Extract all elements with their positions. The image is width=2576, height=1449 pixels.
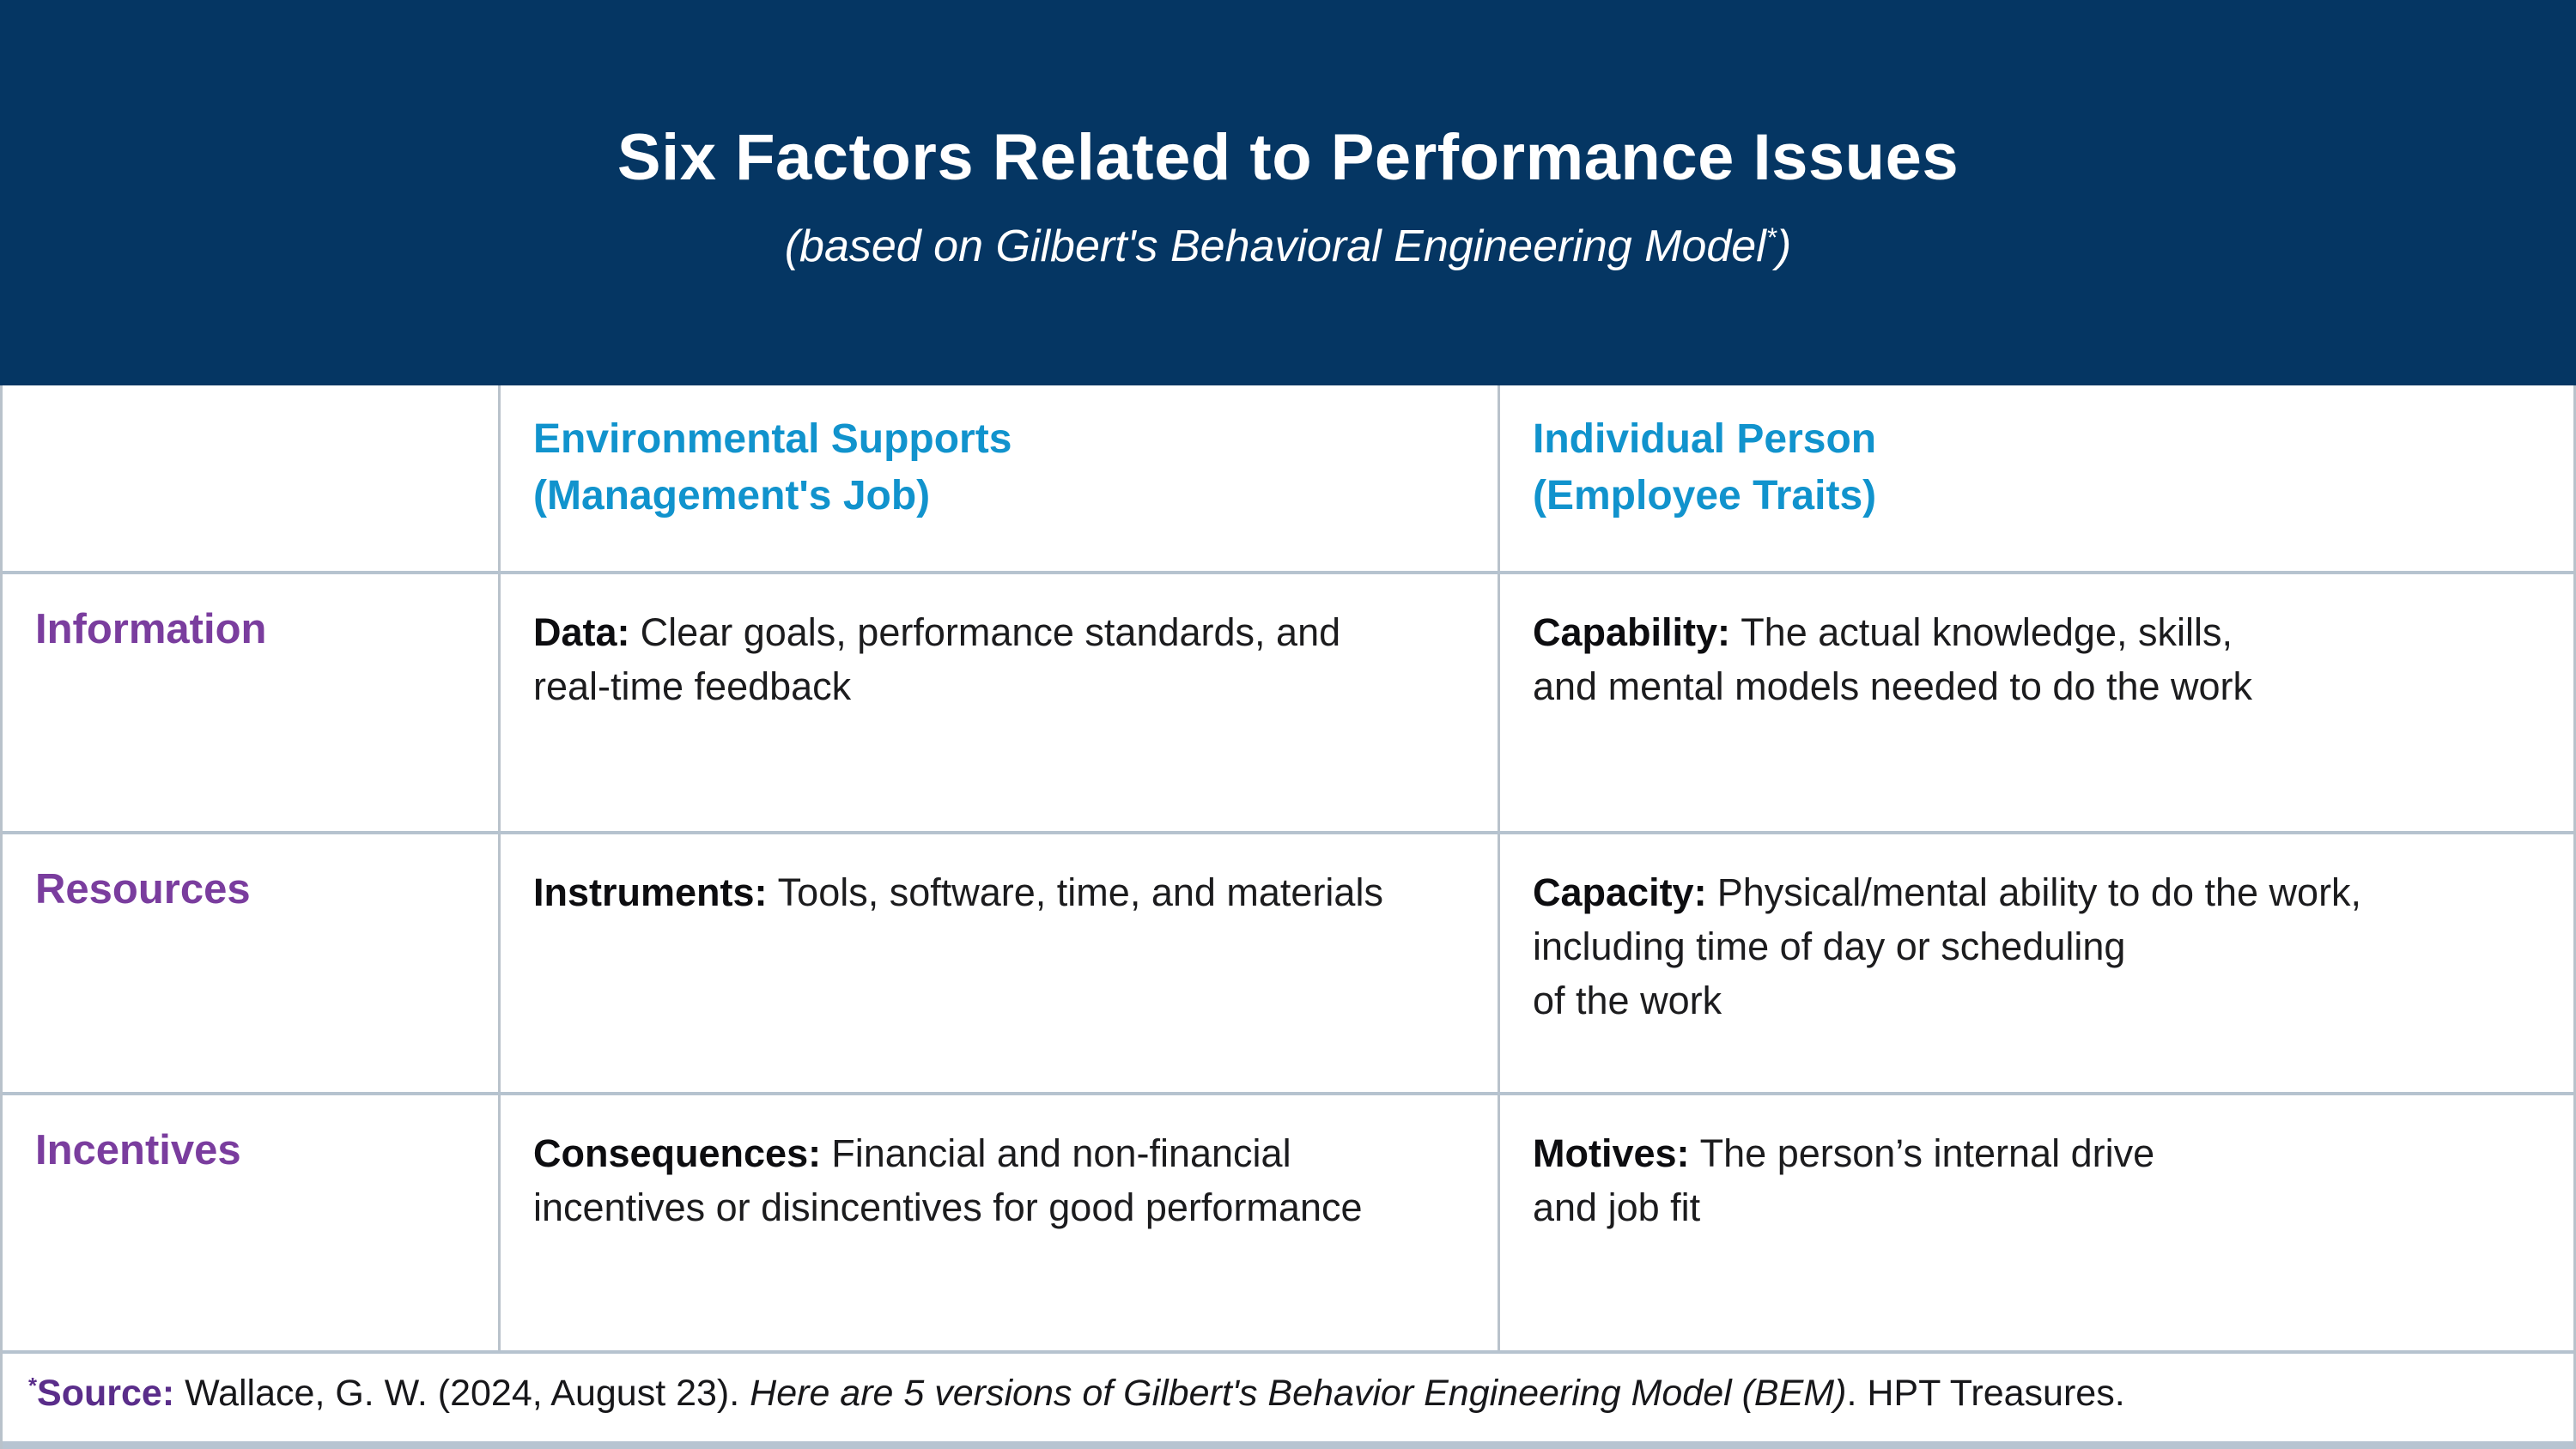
column-header-line: (Employee Traits) (1533, 473, 1877, 518)
table-row-information: Information Data: Clear goals, performanc… (3, 571, 2573, 831)
header-cell-individual-person: Individual Person (Employee Traits) (1500, 385, 2573, 571)
bottom-strip (3, 1441, 2573, 1449)
source-footnote: *Source: Wallace, G. W. (2024, August 23… (3, 1350, 2573, 1441)
column-header-line: Environmental Supports (533, 416, 1012, 462)
cell-desc: The actual knowledge, skills, (1741, 610, 2233, 654)
page-subtitle: (based on Gilbert's Behavioral Engineeri… (0, 221, 2576, 272)
title-banner: Six Factors Related to Performance Issue… (0, 0, 2576, 385)
cell-text-line: including time of day or scheduling (1533, 925, 2126, 968)
column-header-line: (Management's Job) (533, 473, 931, 518)
cell-term: Consequences: (533, 1131, 822, 1175)
cell-information-environmental: Data: Clear goals, performance standards,… (501, 574, 1500, 831)
cell-text-line: real-time feedback (533, 664, 852, 708)
table-row-resources: Resources Instruments: Tools, software, t… (3, 831, 2573, 1092)
cell-text-line: Consequences: Financial and non-financial (533, 1126, 1463, 1180)
row-label: Incentives (35, 1127, 241, 1173)
citation-tail: . HPT Treasures. (1846, 1373, 2125, 1414)
subtitle-text: (based on Gilbert's Behavioral Engineeri… (784, 221, 1766, 271)
cell-text-line: incentives or disincentives for good per… (533, 1185, 1363, 1229)
subtitle-asterisk: * (1765, 221, 1777, 252)
cell-text-line: Capacity: Physical/mental ability to do t… (1533, 865, 2539, 919)
cell-term: Data: (533, 610, 630, 654)
cell-desc: Tools, software, time, and materials (777, 870, 1383, 914)
row-label-cell: Information (3, 574, 501, 831)
cell-desc: Physical/mental ability to do the work, (1716, 870, 2362, 914)
cell-term: Motives: (1533, 1131, 1690, 1175)
source-asterisk: * (28, 1373, 38, 1398)
cell-desc: Clear goals, performance standards, and (640, 610, 1341, 654)
header-cell-environmental-supports: Environmental Supports (Management's Job… (501, 385, 1500, 571)
row-label-cell: Resources (3, 834, 501, 1092)
cell-information-individual: Capability: The actual knowledge, skills,… (1500, 574, 2573, 831)
page-title: Six Factors Related to Performance Issue… (617, 121, 1959, 194)
citation-work-title: Here are 5 versions of Gilbert's Behavio… (750, 1373, 1847, 1414)
table-row-incentives: Incentives Consequences: Financial and no… (3, 1092, 2573, 1350)
cell-text-line: Motives: The person’s internal drive (1533, 1126, 2539, 1180)
cell-resources-environmental: Instruments: Tools, software, time, and m… (501, 834, 1500, 1092)
cell-term: Capability: (1533, 610, 1731, 654)
cell-text-line: Data: Clear goals, performance standards,… (533, 605, 1463, 659)
citation-plain: Wallace, G. W. (2024, August 23). (174, 1373, 750, 1414)
cell-resources-individual: Capacity: Physical/mental ability to do t… (1500, 834, 2573, 1092)
cell-term: Capacity: (1533, 870, 1707, 914)
cell-incentives-environmental: Consequences: Financial and non-financial… (501, 1095, 1500, 1350)
column-header-line: Individual Person (1533, 416, 1877, 462)
cell-desc: Financial and non-financial (831, 1131, 1291, 1175)
cell-incentives-individual: Motives: The person’s internal drive and … (1500, 1095, 2573, 1350)
row-label: Resources (35, 866, 251, 912)
cell-term: Instruments: (533, 870, 768, 914)
cell-desc: The person’s internal drive (1699, 1131, 2155, 1175)
cell-text-line: and mental models needed to do the work (1533, 664, 2253, 708)
factors-table: Environmental Supports (Management's Job… (0, 385, 2576, 1449)
source-label: Source: (37, 1373, 175, 1414)
row-label-cell: Incentives (3, 1095, 501, 1350)
cell-text-line: Instruments: Tools, software, time, and m… (533, 865, 1463, 919)
header-row: Environmental Supports (Management's Job… (3, 385, 2573, 571)
subtitle-close-paren: ) (1776, 221, 1792, 271)
cell-text-line: of the work (1533, 979, 1722, 1022)
cell-text-line: and job fit (1533, 1185, 1701, 1229)
cell-text-line: Capability: The actual knowledge, skills, (1533, 605, 2539, 659)
row-label: Information (35, 606, 267, 652)
header-cell-empty (3, 385, 501, 571)
